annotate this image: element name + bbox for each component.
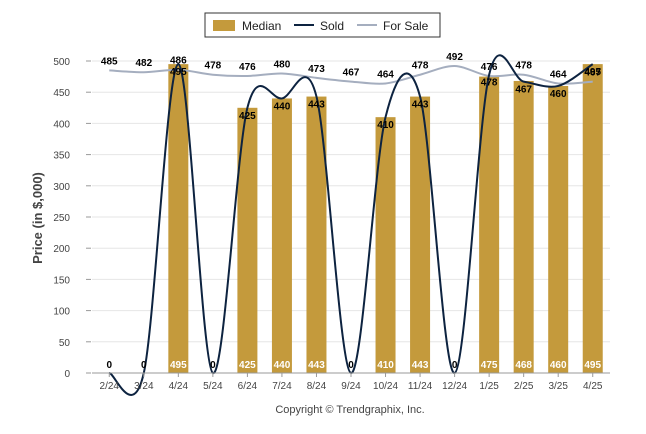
median-data-label: 410 [377, 360, 394, 371]
median-bar [410, 96, 431, 374]
median-data-label: 0 [452, 360, 458, 371]
for-sale-data-label: 482 [135, 58, 152, 69]
for-sale-data-label: 480 [274, 59, 291, 70]
for-sale-data-label: 485 [101, 56, 118, 67]
sold-data-label: 440 [274, 101, 291, 112]
x-tick-label: 4/24 [169, 381, 189, 392]
sold-data-label: 495 [170, 67, 187, 78]
median-data-label: 0 [141, 360, 147, 371]
for-sale-data-label: 464 [550, 69, 567, 80]
y-tick-label: 400 [53, 119, 70, 130]
x-tick-label: 10/24 [373, 381, 398, 392]
sold-data-label: 443 [412, 100, 429, 111]
y-axis-title: Price (in $,000) [30, 172, 45, 264]
x-axis-ticks: 2/24 3/24 4/24 5/24 6/24 7/24 8/24 9/24 10/24 11/… [100, 373, 603, 392]
median-bars [168, 64, 603, 374]
median-data-label: 443 [412, 360, 429, 371]
for-sale-data-label: 478 [205, 61, 222, 72]
median-bar [237, 107, 258, 374]
legend-label-median: Median [242, 19, 281, 33]
for-sale-data-label: 467 [343, 68, 360, 79]
y-tick-label: 200 [53, 244, 70, 255]
y-tick-label: 100 [53, 307, 70, 318]
sold-line [108, 54, 594, 396]
median-data-label: 468 [515, 360, 532, 371]
legend-swatch-median [213, 20, 235, 31]
y-tick-label: 350 [53, 151, 70, 162]
x-tick-label: 5/24 [203, 381, 223, 392]
y-tick-label: 50 [59, 338, 71, 349]
legend-label-sold: Sold [320, 19, 344, 33]
median-bar [548, 85, 569, 374]
x-tick-label: 12/24 [442, 381, 467, 392]
x-tick-label: 9/24 [341, 381, 361, 392]
y-axis-ticks: 0 50 100 150 200 250 300 350 400 450 500 [53, 57, 91, 380]
median-bar [168, 64, 189, 374]
sold-data-label: 443 [308, 100, 325, 111]
x-tick-label: 1/25 [479, 381, 499, 392]
y-tick-label: 450 [53, 88, 70, 99]
x-tick-label: 2/25 [514, 381, 534, 392]
legend: Median Sold For Sale [204, 12, 441, 38]
for-sale-data-label: 492 [446, 52, 463, 63]
median-bar [271, 98, 292, 373]
median-data-label: 0 [348, 360, 354, 371]
sold-data-label: 495 [584, 67, 601, 78]
for-sale-data-label: 464 [377, 69, 394, 80]
sold-data-label: 410 [377, 120, 394, 131]
sold-data-label: 478 [481, 78, 498, 89]
y-tick-label: 0 [64, 369, 70, 380]
x-tick-label: 7/24 [272, 381, 292, 392]
median-data-label: 443 [308, 360, 325, 371]
median-data-label: 495 [584, 360, 601, 371]
x-tick-label: 6/24 [238, 381, 258, 392]
x-tick-label: 3/24 [134, 381, 154, 392]
y-tick-label: 500 [53, 57, 70, 68]
median-bar [306, 96, 327, 374]
sold-data-label: 467 [515, 85, 532, 96]
for-sale-data-label: 476 [239, 62, 256, 73]
median-bar [479, 76, 500, 373]
median-data-label: 425 [239, 360, 256, 371]
median-data-label: 0 [210, 360, 216, 371]
median-data-label: 495 [170, 360, 187, 371]
median-data-label: 460 [550, 360, 567, 371]
x-tick-label: 4/25 [583, 381, 603, 392]
for-sale-line [109, 64, 593, 85]
y-tick-label: 250 [53, 213, 70, 224]
sold-data-label: 425 [239, 111, 256, 122]
median-data-label: 0 [106, 360, 112, 371]
for-sale-data-label: 467 [584, 68, 601, 79]
for-sale-data-label: 476 [481, 62, 498, 73]
legend-box [204, 12, 441, 38]
data-labels: 485 482 486 478 476 480 473 467 464 478 492 476 478 4… [101, 52, 602, 371]
for-sale-data-label: 478 [412, 61, 429, 72]
sold-data-label: 460 [550, 89, 567, 100]
x-tick-label: 11/24 [408, 381, 433, 392]
y-tick-label: 150 [53, 275, 70, 286]
x-tick-label: 3/25 [548, 381, 568, 392]
for-sale-data-label: 486 [170, 56, 187, 67]
for-sale-data-label: 478 [515, 61, 532, 72]
y-tick-label: 300 [53, 182, 70, 193]
x-tick-label: 2/24 [100, 381, 120, 392]
median-bar [513, 80, 534, 373]
legend-label-for-sale: For Sale [383, 19, 429, 33]
median-data-label: 440 [274, 360, 291, 371]
median-bar [582, 64, 603, 374]
copyright-text: Copyright © Trendgraphix, Inc. [275, 404, 424, 416]
median-bar [375, 117, 396, 373]
for-sale-data-label: 473 [308, 64, 325, 75]
x-tick-label: 8/24 [307, 381, 327, 392]
median-data-label: 475 [481, 360, 498, 371]
